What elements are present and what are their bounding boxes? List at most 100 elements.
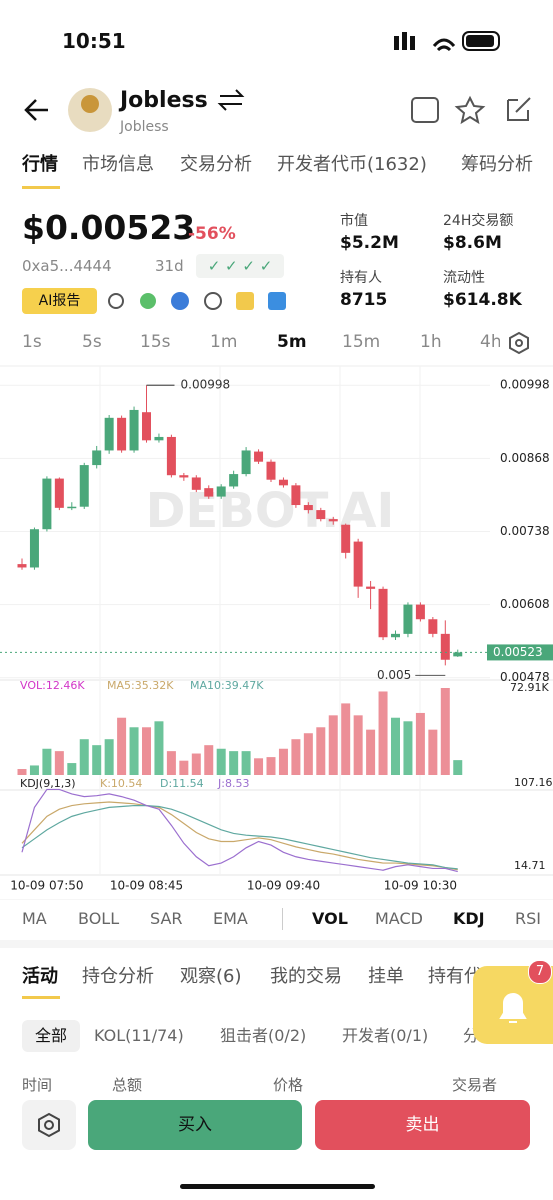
volume-bar (428, 729, 438, 775)
kdj-title: KDJ(9,1,3) (20, 777, 76, 790)
interval[interactable]: 15s (140, 332, 171, 352)
notification-button[interactable] (473, 966, 553, 1044)
indicator[interactable]: MACD (375, 909, 423, 928)
interval[interactable]: 4h (480, 332, 502, 352)
candle-body (341, 524, 351, 553)
volume-bar (316, 727, 326, 775)
volume-bar (391, 717, 400, 775)
volume-bar (142, 727, 151, 775)
volume-bar (378, 691, 388, 775)
candle-body (415, 604, 425, 620)
social-icons (108, 292, 286, 310)
indicator[interactable]: VOL (312, 909, 348, 928)
candle-body (17, 564, 27, 568)
token-name: Jobless (120, 88, 208, 113)
kdj-legend: K:10.54 (100, 777, 142, 790)
candle-body (29, 529, 39, 568)
indicator[interactable]: RSI (515, 909, 541, 928)
kdj-line (21, 788, 458, 873)
tab[interactable]: 市场信息 (82, 154, 154, 175)
stat-value: 8715 (340, 290, 388, 310)
filter-chip[interactable]: 开发者(0/1) (342, 1026, 429, 1045)
divider (282, 908, 283, 930)
volume-bar (117, 717, 127, 775)
volume-bar (241, 751, 251, 775)
volume-bar (129, 727, 139, 775)
interval[interactable]: 1s (22, 332, 42, 352)
tab[interactable]: 开发者代币(1632) (277, 154, 427, 175)
indicator[interactable]: SAR (150, 909, 183, 928)
candle-body (328, 519, 338, 522)
filter-chip[interactable]: KOL(11/74) (94, 1026, 184, 1045)
candle-body (266, 461, 276, 480)
volume-bar (453, 760, 463, 775)
activity-tab[interactable]: 观察(6) (180, 966, 242, 987)
home-indicator (180, 1184, 375, 1189)
filter-chip[interactable]: 狙击者(0/2) (220, 1026, 307, 1045)
interval[interactable]: 5s (82, 332, 102, 352)
checks: ✓ ✓ ✓ ✓ (196, 254, 284, 278)
column-header[interactable]: 交易者 (452, 1076, 498, 1094)
column-header[interactable]: 价格 (273, 1076, 304, 1094)
volume-bar (166, 751, 176, 775)
volume-bar (440, 688, 450, 775)
stat-label: 市值 (340, 213, 368, 229)
settings-button[interactable] (22, 1100, 76, 1150)
volume-bar (328, 715, 338, 775)
stat-label: 流动性 (443, 270, 485, 286)
candle-body (117, 417, 127, 451)
activity-tab[interactable]: 持有代 (428, 966, 482, 987)
column-header[interactable]: 总额 (112, 1076, 143, 1094)
volume-bar (104, 739, 114, 775)
candle-body (129, 409, 139, 451)
price: $0.00523 (22, 208, 196, 247)
notification-badge: 7 (528, 960, 552, 984)
activity-tab[interactable]: 持仓分析 (82, 966, 154, 987)
indicator[interactable]: MA (22, 909, 47, 928)
buy-button[interactable]: 买入 (88, 1100, 302, 1150)
volume-bar (67, 763, 77, 775)
interval[interactable]: 15m (342, 332, 381, 352)
stat-value: $8.6M (443, 233, 502, 253)
activity-tab[interactable]: 我的交易 (270, 966, 342, 987)
interval[interactable]: 1h (420, 332, 442, 352)
volume-bar (341, 703, 351, 775)
interval[interactable]: 1m (210, 332, 238, 352)
max-label: 0.00998 (181, 378, 231, 392)
volume-legend: VOL:12.46K (20, 679, 85, 692)
volume-tick-label: 72.91K (510, 681, 549, 694)
column-header[interactable]: 时间 (22, 1076, 53, 1094)
tab-underline (22, 996, 60, 999)
x-tick-label: 10-09 10:30 (384, 879, 457, 893)
volume-bar (415, 712, 425, 775)
candle-body (403, 604, 413, 634)
activity-tab[interactable]: 挂单 (368, 966, 404, 987)
volume-bar (92, 745, 102, 775)
indicator[interactable]: KDJ (453, 909, 485, 928)
filter-chip[interactable]: 全部 (22, 1020, 80, 1052)
candle-body (42, 478, 52, 530)
volume-bar (79, 739, 89, 775)
candle-body (216, 486, 226, 497)
tab[interactable]: 行情 (22, 154, 58, 175)
volume-bar (229, 751, 239, 775)
interval[interactable]: 5m (277, 332, 307, 352)
candle-body (303, 505, 313, 511)
indicator[interactable]: BOLL (78, 909, 120, 928)
activity-tab[interactable]: 活动 (22, 966, 58, 987)
indicator[interactable]: EMA (213, 909, 248, 928)
y-tick-label: 0.00868 (500, 451, 550, 465)
volume-bar (17, 769, 27, 775)
tab[interactable]: 交易分析 (180, 154, 252, 175)
volume-bar (179, 760, 189, 775)
sell-button[interactable]: 卖出 (315, 1100, 530, 1150)
ai-report-button[interactable]: AI报告 (22, 288, 97, 314)
y-tick-label: 0.00478 (500, 670, 550, 684)
tab[interactable]: 筹码分析 (461, 154, 533, 175)
x-tick-label: 10-09 09:40 (247, 879, 320, 893)
candle-body (67, 506, 77, 509)
x-tick-label: 10-09 08:45 (110, 879, 183, 893)
stat-value: $5.2M (340, 233, 399, 253)
last-price-label: 0.00523 (493, 645, 543, 659)
volume-bar (29, 765, 39, 775)
